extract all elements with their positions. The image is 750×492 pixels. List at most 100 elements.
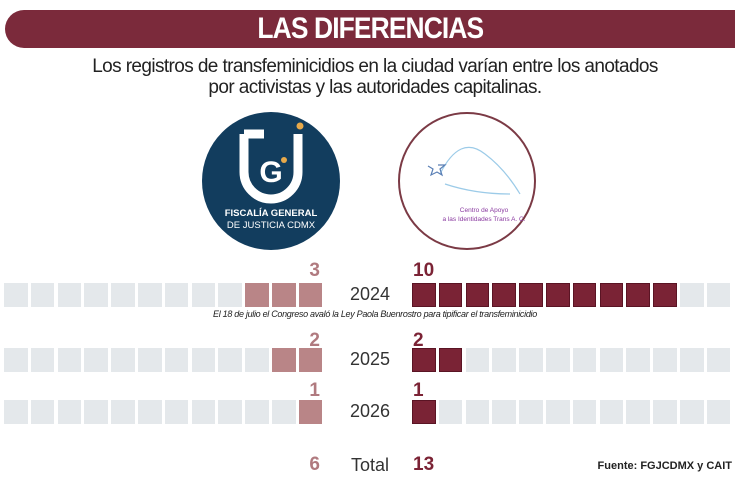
right-square-empty xyxy=(680,400,704,424)
left-square-empty xyxy=(191,400,216,424)
left-square-empty xyxy=(111,348,135,372)
row-2025: 2025 xyxy=(0,348,750,372)
year-label: 2026 xyxy=(349,401,391,421)
annotation: El 18 de julio el Congreso avaló la Ley … xyxy=(213,309,537,319)
left-square-empty xyxy=(57,283,82,307)
year-label: 2025 xyxy=(349,349,391,369)
left-square-filled xyxy=(272,283,296,307)
right-square-filled xyxy=(412,400,436,424)
right-square-empty xyxy=(626,348,650,372)
left-square-empty xyxy=(30,348,55,372)
left-square-empty xyxy=(30,283,55,307)
right-square-empty xyxy=(465,348,490,372)
right-square-empty xyxy=(680,283,704,307)
left-square-empty xyxy=(218,348,242,372)
right-square-empty xyxy=(706,283,731,307)
right-square-empty xyxy=(519,400,543,424)
right-square-filled xyxy=(546,283,570,307)
left-square-empty xyxy=(57,348,82,372)
value-label-right: 1 xyxy=(413,380,424,401)
left-square-empty xyxy=(138,400,162,424)
left-square-empty xyxy=(164,283,189,307)
value-label-left: 2 xyxy=(309,330,320,351)
right-square-empty xyxy=(546,348,570,372)
right-square-filled xyxy=(492,283,516,307)
right-square-filled xyxy=(465,283,490,307)
cait-logo-line2: a las Identidades Trans A. C. xyxy=(442,216,525,223)
left-square-empty xyxy=(218,400,242,424)
right-square-empty xyxy=(492,400,516,424)
left-square-empty xyxy=(272,400,296,424)
left-square-empty xyxy=(138,348,162,372)
right-square-empty xyxy=(572,400,597,424)
right-square-filled xyxy=(412,348,436,372)
right-square-filled xyxy=(572,283,597,307)
left-square-empty xyxy=(191,283,216,307)
left-square-empty xyxy=(245,400,269,424)
left-square-empty xyxy=(4,400,28,424)
cait-logo: Centro de Apoyo a las Identidades Trans … xyxy=(398,112,536,250)
butterfly-icon xyxy=(427,164,447,177)
subtitle-line-1: Los registros de transfeminicidios en la… xyxy=(92,56,658,77)
fgj-logo-line1: FISCALÍA GENERAL xyxy=(225,208,318,219)
title-bar: LAS DIFERENCIAS xyxy=(5,10,735,48)
row-2026: 2026 xyxy=(0,400,750,424)
row-2024: 2024 xyxy=(0,283,750,307)
left-square-empty xyxy=(164,348,189,372)
left-square-empty xyxy=(30,400,55,424)
total-label: Total xyxy=(350,455,390,475)
left-square-empty xyxy=(245,348,269,372)
value-label-left: 1 xyxy=(309,380,320,401)
left-square-empty xyxy=(84,283,108,307)
right-square-empty xyxy=(680,348,704,372)
left-square-empty xyxy=(191,348,216,372)
right-square-empty xyxy=(492,348,516,372)
title: LAS DIFERENCIAS xyxy=(257,12,484,45)
right-square-empty xyxy=(706,348,731,372)
right-square-empty xyxy=(599,348,624,372)
left-square-filled xyxy=(298,348,323,372)
right-square-empty xyxy=(599,400,624,424)
value-label-right: 10 xyxy=(413,260,435,281)
right-square-empty xyxy=(653,348,677,372)
right-square-filled xyxy=(626,283,650,307)
right-square-filled xyxy=(412,283,436,307)
left-square-filled xyxy=(272,348,296,372)
right-square-empty xyxy=(465,400,490,424)
left-square-empty xyxy=(111,400,135,424)
right-square-filled xyxy=(519,283,543,307)
fgj-logo: G FISCALÍA GENERAL DE JUSTICIA CDMX xyxy=(202,112,340,250)
left-square-empty xyxy=(218,283,242,307)
right-square-filled xyxy=(653,283,677,307)
subtitle: Los registros de transfeminicidios en la… xyxy=(0,56,750,98)
source: Fuente: FGJCDMX y CAIT xyxy=(597,460,732,472)
right-square-empty xyxy=(546,400,570,424)
left-square-empty xyxy=(138,283,162,307)
year-label: 2024 xyxy=(349,284,391,304)
right-square-empty xyxy=(519,348,543,372)
right-square-empty xyxy=(438,400,463,424)
fgj-logo-line2: DE JUSTICIA CDMX xyxy=(227,220,316,231)
total-right: 13 xyxy=(413,454,435,475)
subtitle-line-2: por activistas y las autoridades capital… xyxy=(208,77,542,98)
right-square-empty xyxy=(653,400,677,424)
right-square-filled xyxy=(599,283,624,307)
left-square-filled xyxy=(298,400,323,424)
left-square-empty xyxy=(4,348,28,372)
left-square-empty xyxy=(84,348,108,372)
left-square-filled xyxy=(245,283,269,307)
value-label-right: 2 xyxy=(413,330,424,351)
svg-text:G: G xyxy=(259,156,282,189)
left-square-empty xyxy=(164,400,189,424)
left-square-empty xyxy=(57,400,82,424)
total-left: 6 xyxy=(309,454,320,475)
left-square-filled xyxy=(298,283,323,307)
value-label-left: 3 xyxy=(309,260,320,281)
right-square-filled xyxy=(438,283,463,307)
right-square-empty xyxy=(572,348,597,372)
right-square-empty xyxy=(626,400,650,424)
left-square-empty xyxy=(111,283,135,307)
left-square-empty xyxy=(84,400,108,424)
right-square-empty xyxy=(706,400,731,424)
